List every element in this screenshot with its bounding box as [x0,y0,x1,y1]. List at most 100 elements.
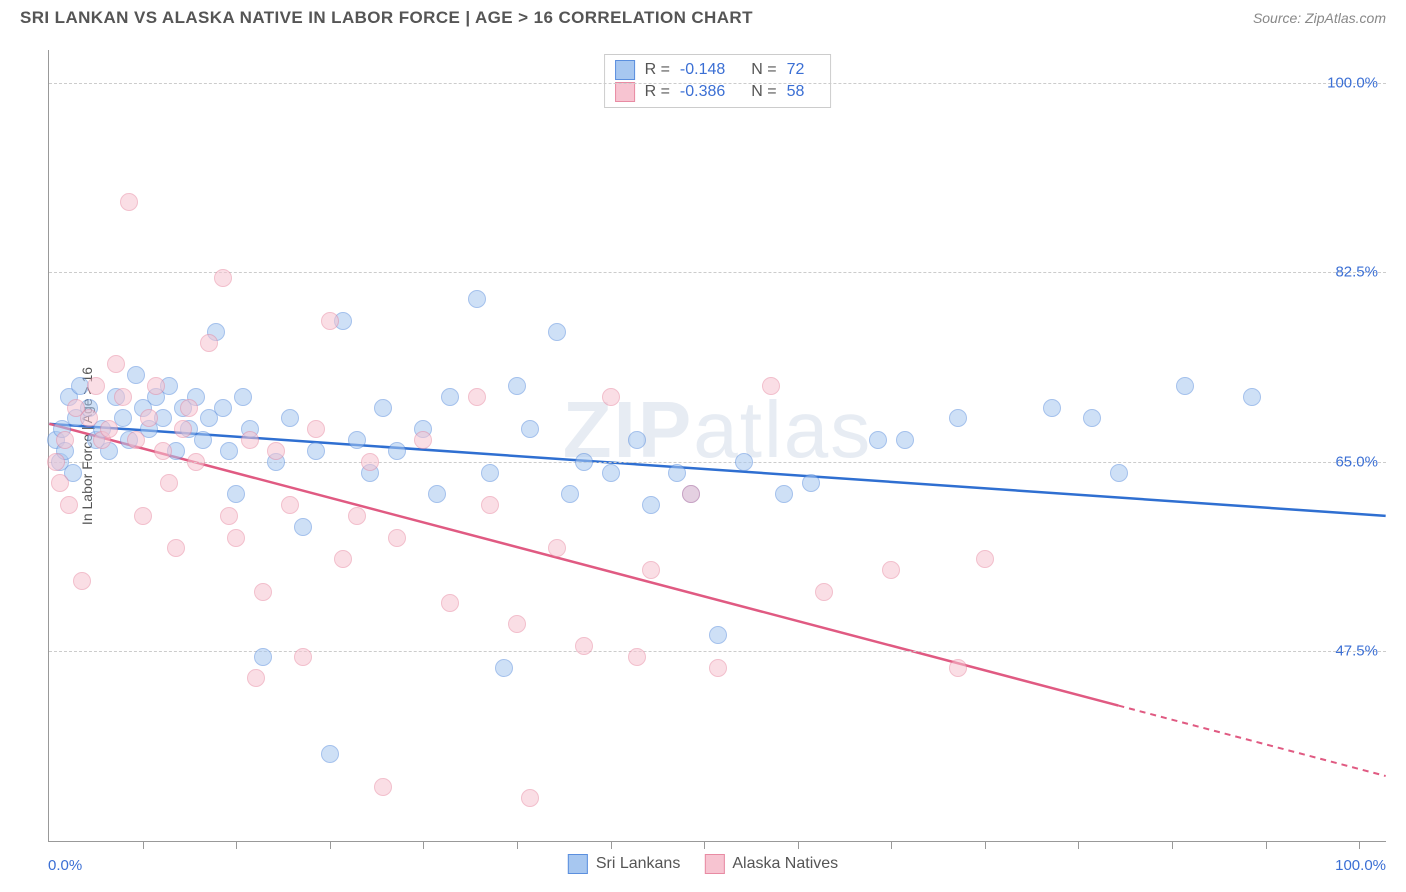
scatter-point [1043,399,1061,417]
scatter-point [194,431,212,449]
n-value: 58 [787,83,805,101]
correlation-legend-row: R = -0.386N = 58 [615,81,821,103]
scatter-point [134,507,152,525]
scatter-point [709,626,727,644]
chart-source: Source: ZipAtlas.com [1253,10,1386,26]
scatter-point [127,431,145,449]
scatter-point [949,409,967,427]
x-axis-max-label: 100.0% [1335,857,1386,874]
scatter-point [441,594,459,612]
scatter-point [80,409,98,427]
scatter-point [521,789,539,807]
scatter-point [227,485,245,503]
scatter-point [628,648,646,666]
scatter-point [481,464,499,482]
scatter-point [602,464,620,482]
scatter-point [180,399,198,417]
x-tick [1172,841,1173,849]
scatter-point [668,464,686,482]
scatter-point [495,659,513,677]
scatter-point [200,334,218,352]
gridline [49,272,1386,273]
scatter-point [120,193,138,211]
x-tick [704,841,705,849]
scatter-point [241,431,259,449]
x-tick [517,841,518,849]
scatter-point [561,485,579,503]
scatter-point [575,453,593,471]
scatter-point [815,583,833,601]
x-tick [891,841,892,849]
scatter-point [521,420,539,438]
legend-swatch [615,82,635,102]
x-tick [1266,841,1267,849]
scatter-point [73,572,91,590]
r-value: -0.148 [680,61,725,79]
series-label: Sri Lankans [596,855,681,873]
r-value: -0.386 [680,83,725,101]
chart-plot-area: ZIPatlas R = -0.148N = 72R = -0.386N = 5… [48,50,1386,842]
scatter-point [348,507,366,525]
scatter-point [254,648,272,666]
y-tick-label: 100.0% [1327,74,1378,91]
scatter-point [147,377,165,395]
scatter-point [56,431,74,449]
scatter-point [154,442,172,460]
scatter-point [214,399,232,417]
y-tick-label: 47.5% [1335,643,1378,660]
scatter-point [1083,409,1101,427]
correlation-legend-row: R = -0.148N = 72 [615,59,821,81]
scatter-point [428,485,446,503]
scatter-point [100,420,118,438]
scatter-point [508,377,526,395]
scatter-point [374,778,392,796]
scatter-point [1243,388,1261,406]
legend-swatch [568,854,588,874]
scatter-point [735,453,753,471]
x-tick [1359,841,1360,849]
scatter-point [1176,377,1194,395]
scatter-point [361,453,379,471]
x-tick [236,841,237,849]
scatter-point [441,388,459,406]
n-label: N = [751,61,776,79]
legend-swatch [615,60,635,80]
chart-header: SRI LANKAN VS ALASKA NATIVE IN LABOR FOR… [0,0,1406,34]
scatter-point [575,637,593,655]
series-legend: Sri Lankans Alaska Natives [568,854,838,874]
legend-swatch [704,854,724,874]
y-tick-label: 65.0% [1335,453,1378,470]
scatter-point [468,290,486,308]
scatter-point [307,442,325,460]
scatter-point [334,550,352,568]
scatter-point [602,388,620,406]
x-tick [611,841,612,849]
scatter-point [709,659,727,677]
x-tick [798,841,799,849]
scatter-point [214,269,232,287]
y-tick-label: 82.5% [1335,264,1378,281]
scatter-point [267,442,285,460]
x-tick [330,841,331,849]
scatter-point [281,409,299,427]
gridline [49,83,1386,84]
scatter-point [762,377,780,395]
x-tick [1078,841,1079,849]
x-tick [143,841,144,849]
scatter-point [348,431,366,449]
scatter-point [47,453,65,471]
scatter-point [548,323,566,341]
x-tick [985,841,986,849]
scatter-point [949,659,967,677]
scatter-point [87,377,105,395]
scatter-point [281,496,299,514]
scatter-point [388,529,406,547]
scatter-point [642,496,660,514]
scatter-point [294,648,312,666]
scatter-point [60,496,78,514]
scatter-point [388,442,406,460]
scatter-point [508,615,526,633]
scatter-point [869,431,887,449]
scatter-point [220,442,238,460]
series-legend-item: Alaska Natives [704,854,838,874]
